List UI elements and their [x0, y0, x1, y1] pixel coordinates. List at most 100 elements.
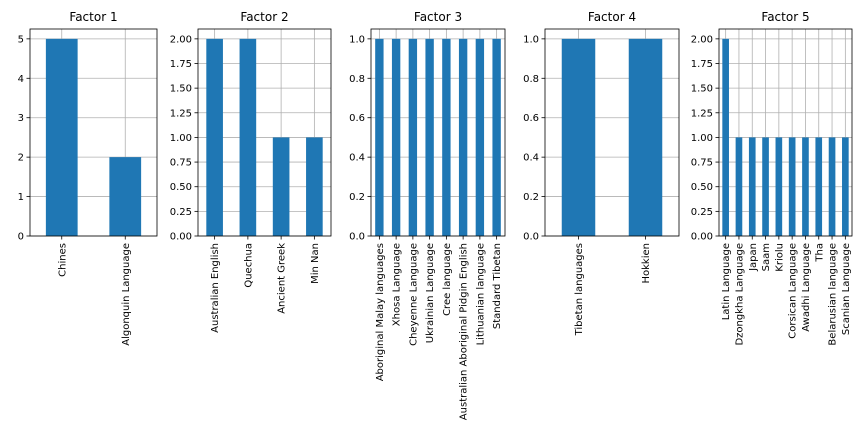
bar-2 — [628, 38, 663, 236]
bar-5 — [442, 38, 451, 236]
bar-4 — [425, 38, 434, 236]
x-tick-label: Scanian Language — [841, 243, 852, 335]
bar-6 — [458, 38, 468, 236]
x-tick-label: Dzongkha Language — [734, 243, 745, 346]
chart-panel-3: 0.0 0.2 0.4 0.6 0.8 1.0 Aboriginal Malay langu… — [349, 10, 506, 420]
x-tick-label: Kriolu — [774, 243, 785, 272]
bar-2 — [735, 137, 743, 236]
y-tick-label: 0.50 — [691, 182, 713, 193]
bar-4 — [306, 137, 323, 236]
axes-frame — [29, 28, 158, 237]
chart-panel-5: 0.00 0.25 0.50 0.75 1.00 1.25 1.50 1.75 2.00 Lati… — [691, 10, 853, 346]
y-tick-label: 1.50 — [691, 84, 713, 95]
x-tick-label: Australian English — [210, 243, 221, 333]
bar-3 — [408, 38, 418, 236]
y-tick-label: 1.75 — [170, 59, 192, 70]
x-tick-label: Ukrainian Language — [425, 243, 436, 343]
y-tick-label: 0.6 — [349, 113, 365, 124]
y-tick-label: 0.25 — [691, 207, 713, 218]
x-tick-label: Algonquin Language — [121, 243, 132, 346]
x-tick-label: Hokkien — [641, 243, 652, 284]
chart-title: Factor 3 — [414, 10, 462, 24]
y-tick-label: 4 — [18, 74, 24, 85]
y-tick-label: 0.25 — [170, 207, 192, 218]
x-tick-label: Cree language — [442, 243, 453, 316]
bar-8 — [492, 38, 501, 236]
x-tick-label: Belarusian language — [828, 243, 839, 346]
y-tick-label: 1 — [18, 192, 24, 203]
y-tick-label: 0.50 — [170, 182, 192, 193]
bar-1 — [722, 38, 729, 236]
x-tick-label: Cheyenne Language — [408, 243, 419, 346]
x-tick-label: Lithuanian language — [475, 243, 486, 345]
axes-frame — [544, 28, 680, 237]
x-tick-label: Tibetan languages — [574, 243, 585, 336]
x-tick-label: Tha — [814, 243, 825, 263]
x-tick-label: Aboriginal Malay languages — [375, 243, 386, 381]
x-tick-label: Awadhi Language — [801, 243, 812, 332]
y-tick-label: 0.0 — [523, 232, 539, 243]
y-tick-label: 0.75 — [170, 158, 192, 169]
y-tick-label: 0.4 — [349, 153, 365, 164]
y-tick-label: 1.50 — [170, 84, 192, 95]
axes-frame — [370, 28, 506, 237]
y-tick-label: 0.6 — [523, 113, 539, 124]
bar-5 — [775, 137, 783, 236]
chart-title: Factor 1 — [69, 10, 117, 24]
x-tick-label: Australian Aboriginal Pidgin English — [459, 243, 470, 420]
bar-2 — [109, 157, 142, 236]
bar-2 — [391, 38, 401, 236]
y-tick-label: 3 — [18, 113, 24, 124]
chart-panel-2: 0.00 0.25 0.50 0.75 1.00 1.25 1.50 1.75 2.00 Aust… — [170, 10, 332, 333]
y-tick-label: 1.0 — [523, 34, 539, 45]
y-tick-label: 0.00 — [691, 232, 713, 243]
bar-4 — [762, 137, 769, 236]
bar-10 — [842, 137, 849, 236]
y-tick-label: 2 — [18, 153, 24, 164]
y-tick-label: 1.25 — [170, 108, 192, 119]
x-tick-label: Ancient Greek — [277, 243, 288, 314]
bar-1 — [45, 38, 78, 236]
bar-7 — [475, 38, 485, 236]
axes-frame — [197, 28, 332, 237]
y-tick-label: 0.75 — [691, 158, 713, 169]
bar-1 — [561, 38, 596, 236]
bar-6 — [788, 137, 796, 236]
y-tick-label: 0.8 — [349, 74, 365, 85]
bar-3 — [748, 137, 756, 236]
x-tick-label: Japan — [748, 243, 759, 272]
x-tick-label: Corsican Language — [788, 243, 799, 339]
y-tick-label: 0.4 — [523, 153, 539, 164]
y-tick-label: 1.0 — [349, 34, 365, 45]
axes-frame — [718, 28, 853, 237]
y-tick-label: 1.00 — [691, 133, 713, 144]
y-tick-label: 1.75 — [691, 59, 713, 70]
x-tick-label: Min Nan — [310, 243, 321, 284]
y-tick-label: 0.00 — [170, 232, 192, 243]
y-tick-label: 2.00 — [170, 34, 192, 45]
chart-title: Factor 4 — [588, 10, 636, 24]
x-tick-label: Xhosa Language — [392, 243, 403, 326]
bar-1 — [206, 38, 223, 236]
chart-title: Factor 2 — [240, 10, 288, 24]
y-tick-label: 0 — [18, 232, 24, 243]
y-tick-label: 0.0 — [349, 232, 365, 243]
bar-8 — [815, 137, 823, 236]
chart-panel-4: 0.0 0.2 0.4 0.6 0.8 1.0 Tibetan languages Hokki… — [523, 10, 680, 336]
y-tick-label: 0.2 — [523, 192, 539, 203]
y-tick-label: 1.00 — [170, 133, 192, 144]
y-tick-label: 0.8 — [523, 74, 539, 85]
bar-1 — [375, 38, 384, 236]
x-tick-label: Quechua — [243, 243, 254, 288]
bar-3 — [272, 137, 290, 236]
y-tick-label: 2.00 — [691, 34, 713, 45]
bar-7 — [802, 137, 809, 236]
x-tick-label: Latin Language — [721, 243, 732, 320]
x-tick-label: Chines — [57, 243, 68, 277]
x-tick-label: Standard Tibetan — [492, 243, 503, 329]
x-tick-label: Saam — [761, 243, 772, 271]
y-tick-label: 0.2 — [349, 192, 365, 203]
y-tick-label: 5 — [18, 34, 24, 45]
